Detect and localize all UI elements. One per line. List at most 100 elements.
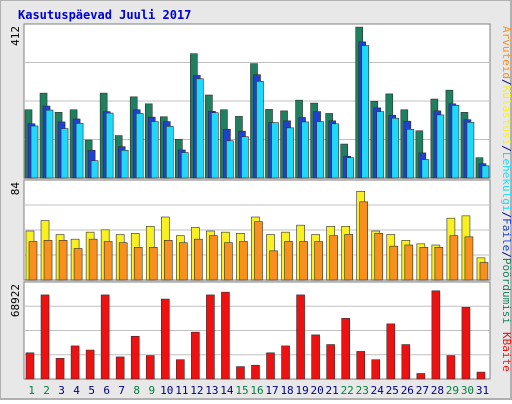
bar-lehekülgi-day-31 xyxy=(481,165,490,179)
bar-lehekülgi-day-10 xyxy=(165,126,174,179)
bar-arvuteid-day-16 xyxy=(254,221,263,281)
legend-item: Pöördumisi xyxy=(500,258,512,324)
x-tick-label: 16 xyxy=(250,384,263,397)
x-tick-label: 18 xyxy=(280,384,293,397)
bar-lehekülgi-day-12 xyxy=(196,78,204,179)
bar-arvuteid-day-9 xyxy=(148,247,158,281)
bar-lehekülgi-day-17 xyxy=(271,122,279,179)
x-tick-label: 11 xyxy=(175,384,188,397)
bar-kbaite-day-22 xyxy=(341,318,350,380)
bar-lehekülgi-day-28 xyxy=(436,114,445,179)
x-tick-label: 22 xyxy=(341,384,354,397)
bar-kbaite-day-3 xyxy=(55,358,65,380)
bar-arvuteid-day-28 xyxy=(434,247,444,281)
kbytes-legend: KBaite xyxy=(500,332,512,372)
x-tick-label: 14 xyxy=(220,384,234,397)
bar-lehekülgi-day-19 xyxy=(301,121,309,179)
bar-kbaite-day-5 xyxy=(85,349,95,380)
x-tick-label: 1 xyxy=(28,384,35,397)
x-tick-label: 25 xyxy=(386,384,399,397)
bar-kbaite-day-14 xyxy=(221,291,230,380)
panel-1: 412 xyxy=(9,23,491,179)
bar-lehekülgi-day-8 xyxy=(135,113,144,179)
bar-kbaite-day-4 xyxy=(70,345,80,380)
bar-lehekülgi-day-11 xyxy=(181,152,189,179)
bar-lehekülgi-day-4 xyxy=(75,123,84,179)
bar-arvuteid-day-7 xyxy=(118,242,128,281)
bar-lehekülgi-day-2 xyxy=(45,109,54,179)
bar-kbaite-day-17 xyxy=(266,352,275,380)
bar-kbaite-day-13 xyxy=(206,294,215,380)
x-tick-label: 23 xyxy=(356,384,369,397)
x-tick-label: 10 xyxy=(160,384,173,397)
bar-lehekülgi-day-1 xyxy=(30,125,39,179)
x-tick-label: 4 xyxy=(73,384,80,397)
x-tick-label: 13 xyxy=(205,384,218,397)
bar-kbaite-day-18 xyxy=(281,345,290,380)
bar-kbaite-day-11 xyxy=(176,359,185,380)
bar-arvuteid-day-2 xyxy=(43,240,53,281)
bar-kbaite-day-19 xyxy=(296,294,305,380)
x-tick-label: 5 xyxy=(88,384,95,397)
bar-lehekülgi-day-26 xyxy=(406,129,415,179)
legend-item: / xyxy=(500,79,512,86)
bar-arvuteid-day-3 xyxy=(58,240,68,281)
bar-lehekülgi-day-18 xyxy=(286,127,294,179)
x-tick-label: 31 xyxy=(476,384,489,397)
panel-scale-label: 84 xyxy=(9,182,22,196)
x-tick-label: 27 xyxy=(416,384,429,397)
x-tick-label: 8 xyxy=(133,384,140,397)
x-tick-label: 9 xyxy=(148,384,155,397)
x-tick-label: 19 xyxy=(295,384,308,397)
bar-arvuteid-day-10 xyxy=(163,240,173,281)
bar-kbaite-day-28 xyxy=(431,290,441,380)
bar-arvuteid-day-13 xyxy=(209,235,218,281)
x-tick-label: 7 xyxy=(118,384,125,397)
x-tick-label: 29 xyxy=(446,384,459,397)
x-tick-label: 20 xyxy=(311,384,324,397)
bar-arvuteid-day-4 xyxy=(73,248,83,281)
bar-lehekülgi-day-20 xyxy=(316,121,324,179)
bar-arvuteid-day-24 xyxy=(374,233,384,281)
chart-panels: 412 84 68922 xyxy=(9,23,491,380)
bar-kbaite-day-12 xyxy=(191,331,200,380)
bar-lehekülgi-day-13 xyxy=(211,112,219,179)
x-tick-label: 30 xyxy=(461,384,474,397)
bar-arvuteid-day-25 xyxy=(389,245,399,281)
bar-arvuteid-day-11 xyxy=(179,242,188,281)
bar-kbaite-day-27 xyxy=(416,373,426,380)
panel-scale-label: 68922 xyxy=(9,284,22,317)
bar-arvuteid-day-21 xyxy=(329,235,338,281)
legend-item: / xyxy=(500,211,512,218)
bar-arvuteid-day-1 xyxy=(28,241,38,281)
bar-kbaite-day-15 xyxy=(236,366,245,380)
bar-arvuteid-day-27 xyxy=(419,247,429,281)
bar-arvuteid-day-14 xyxy=(224,242,233,281)
bar-arvuteid-day-8 xyxy=(133,247,143,281)
bar-arvuteid-day-29 xyxy=(449,235,459,281)
x-tick-label: 2 xyxy=(43,384,50,397)
x-tick-label: 6 xyxy=(103,384,110,397)
bar-kbaite-day-8 xyxy=(130,335,140,380)
bar-arvuteid-day-31 xyxy=(479,262,489,281)
bar-kbaite-day-6 xyxy=(100,294,110,380)
bar-kbaite-day-21 xyxy=(326,344,335,380)
x-tick-label: 15 xyxy=(235,384,248,397)
bar-lehekülgi-day-9 xyxy=(150,121,159,179)
bar-lehekülgi-day-21 xyxy=(331,123,339,179)
bar-kbaite-day-9 xyxy=(145,355,155,380)
bar-lehekülgi-day-29 xyxy=(451,105,460,179)
bar-lehekülgi-day-6 xyxy=(105,112,114,179)
bar-kbaite-day-29 xyxy=(446,355,456,380)
bar-lehekülgi-day-25 xyxy=(391,117,400,179)
x-tick-label: 26 xyxy=(401,384,414,397)
x-axis-tick-labels: 1 2 3 4 5 6 7 8 9 10 11 12 13 14 15 16 17 18 19 20 21 22 23 24 2… xyxy=(28,384,489,397)
bar-lehekülgi-day-3 xyxy=(60,128,69,179)
bar-kbaite-day-20 xyxy=(311,334,320,380)
bar-arvuteid-day-30 xyxy=(464,236,474,281)
bar-kbaite-day-24 xyxy=(371,359,381,380)
bar-kbaite-day-25 xyxy=(386,323,396,380)
bar-arvuteid-day-22 xyxy=(344,234,353,281)
chart-legend: Arvuteid/Külastusi/Lehekülgi/Faile/Pöörd… xyxy=(500,26,512,324)
bar-kbaite-day-2 xyxy=(40,294,50,380)
